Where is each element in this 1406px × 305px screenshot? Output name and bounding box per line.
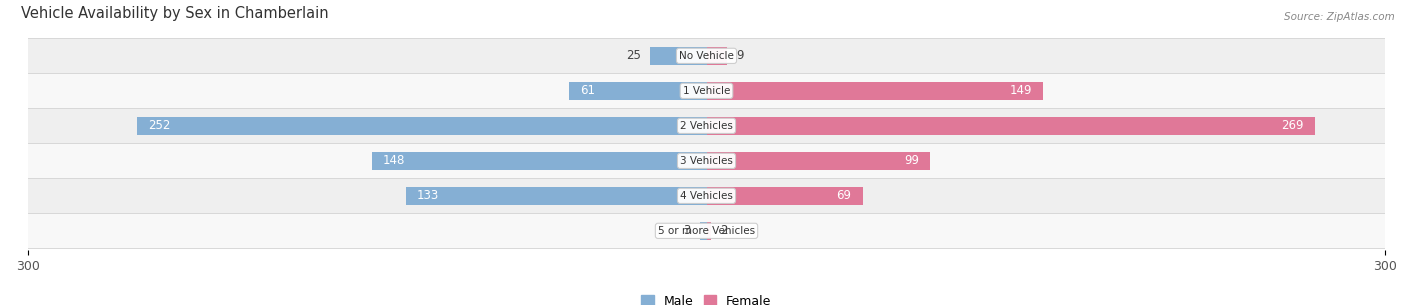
Bar <box>707 152 931 170</box>
Text: 148: 148 <box>384 154 405 167</box>
Bar <box>406 187 707 205</box>
Bar <box>707 222 711 240</box>
Bar <box>650 47 707 65</box>
Bar <box>28 73 1385 108</box>
Text: 99: 99 <box>904 154 920 167</box>
Text: Vehicle Availability by Sex in Chamberlain: Vehicle Availability by Sex in Chamberla… <box>21 6 329 21</box>
Legend: Male, Female: Male, Female <box>641 295 772 305</box>
Text: 25: 25 <box>626 49 641 62</box>
Bar <box>700 222 707 240</box>
Text: 133: 133 <box>418 189 439 202</box>
Bar <box>707 187 862 205</box>
Bar <box>707 117 1315 135</box>
Text: No Vehicle: No Vehicle <box>679 51 734 61</box>
Text: 5 or more Vehicles: 5 or more Vehicles <box>658 226 755 236</box>
Bar <box>707 82 1043 100</box>
Text: Source: ZipAtlas.com: Source: ZipAtlas.com <box>1284 12 1395 22</box>
Text: 1 Vehicle: 1 Vehicle <box>683 86 730 96</box>
Bar <box>136 117 707 135</box>
Bar <box>371 152 707 170</box>
Text: 61: 61 <box>579 84 595 97</box>
Bar <box>28 214 1385 248</box>
Bar <box>28 108 1385 143</box>
Text: 2 Vehicles: 2 Vehicles <box>681 121 733 131</box>
Text: 2: 2 <box>720 224 727 237</box>
Text: 3: 3 <box>683 224 690 237</box>
Bar <box>28 143 1385 178</box>
Text: 4 Vehicles: 4 Vehicles <box>681 191 733 201</box>
Text: 9: 9 <box>735 49 744 62</box>
Text: 149: 149 <box>1010 84 1032 97</box>
Text: 3 Vehicles: 3 Vehicles <box>681 156 733 166</box>
Bar <box>28 38 1385 73</box>
Bar <box>28 178 1385 213</box>
Text: 69: 69 <box>837 189 851 202</box>
Bar <box>568 82 707 100</box>
Text: 252: 252 <box>148 119 170 132</box>
Bar <box>707 47 727 65</box>
Text: 269: 269 <box>1281 119 1303 132</box>
